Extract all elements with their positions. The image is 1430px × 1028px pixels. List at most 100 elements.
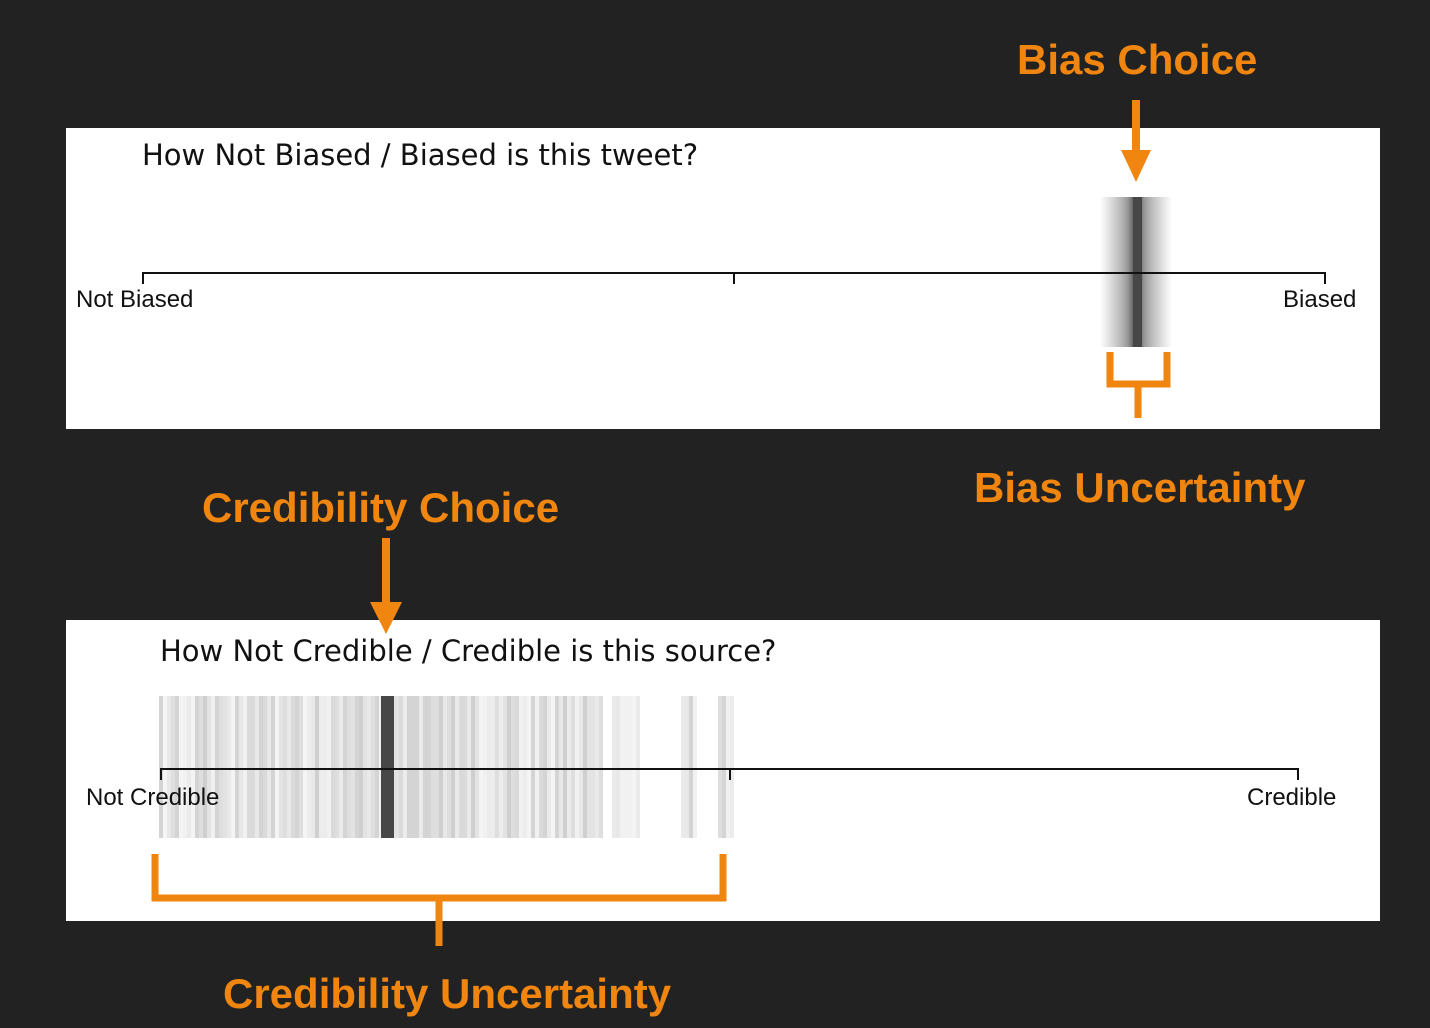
uncertainty-stripe (327, 696, 331, 838)
bias-rating-panel: How Not Biased / Biased is this tweet? N… (66, 128, 1380, 429)
uncertainty-stripe (339, 696, 343, 838)
uncertainty-stripe (471, 696, 475, 838)
uncertainty-stripe (347, 696, 351, 838)
uncertainty-stripe (407, 696, 411, 838)
uncertainty-stripe (632, 696, 636, 838)
uncertainty-stripe (195, 696, 199, 838)
uncertainty-stripe (483, 696, 487, 838)
uncertainty-stripe (459, 696, 463, 838)
uncertainty-stripe (203, 696, 207, 838)
uncertainty-stripe (599, 696, 603, 838)
uncertainty-stripe (543, 696, 547, 838)
credibility-choice-marker[interactable] (381, 696, 394, 838)
bias-question: How Not Biased / Biased is this tweet? (142, 138, 699, 172)
bias-right-label: Biased (1283, 286, 1357, 313)
uncertainty-stripe (331, 696, 335, 838)
uncertainty-stripe (355, 696, 359, 838)
uncertainty-stripe (291, 696, 295, 838)
credibility-uncertainty-band (159, 696, 734, 838)
uncertainty-stripe (211, 696, 215, 838)
uncertainty-stripe (511, 696, 515, 838)
uncertainty-stripe (495, 696, 499, 838)
uncertainty-stripe (583, 696, 587, 838)
bias-scale[interactable] (66, 128, 1380, 429)
uncertainty-stripe (179, 696, 183, 838)
uncertainty-stripe (191, 696, 195, 838)
uncertainty-stripe (587, 696, 591, 838)
credibility-left-label: Not Credible (86, 784, 220, 811)
uncertainty-stripe (539, 696, 543, 838)
uncertainty-stripe (612, 696, 616, 838)
uncertainty-stripe (375, 696, 379, 838)
uncertainty-stripe (479, 696, 483, 838)
uncertainty-stripe (219, 696, 223, 838)
uncertainty-stripe (451, 696, 455, 838)
uncertainty-stripe (223, 696, 227, 838)
uncertainty-stripe (515, 696, 519, 838)
uncertainty-stripe (423, 696, 427, 838)
uncertainty-stripe (159, 696, 163, 838)
uncertainty-stripe (303, 696, 307, 838)
uncertainty-stripe (311, 696, 315, 838)
uncertainty-stripe (616, 696, 620, 838)
uncertainty-stripe (722, 696, 726, 838)
uncertainty-stripe (187, 696, 191, 838)
uncertainty-stripe (227, 696, 231, 838)
uncertainty-stripe (435, 696, 439, 838)
uncertainty-stripe (535, 696, 539, 838)
uncertainty-stripe (551, 696, 555, 838)
uncertainty-stripe (718, 696, 722, 838)
credibility-choice-label: Credibility Choice (202, 484, 560, 531)
uncertainty-stripe (335, 696, 339, 838)
bias-left-label: Not Biased (76, 286, 194, 313)
uncertainty-stripe (247, 696, 251, 838)
uncertainty-stripe (171, 696, 175, 838)
uncertainty-stripe (443, 696, 447, 838)
uncertainty-stripe (263, 696, 267, 838)
uncertainty-stripe (239, 696, 243, 838)
uncertainty-stripe (595, 696, 599, 838)
bias-uncertainty-label: Bias Uncertainty (974, 464, 1306, 511)
uncertainty-stripe (628, 696, 632, 838)
uncertainty-stripe (559, 696, 563, 838)
uncertainty-stripe (681, 696, 685, 838)
uncertainty-stripe (207, 696, 211, 838)
uncertainty-stripe (624, 696, 628, 838)
uncertainty-stripe (726, 696, 730, 838)
uncertainty-stripe (275, 696, 279, 838)
uncertainty-stripe (463, 696, 467, 838)
credibility-uncertainty-label: Credibility Uncertainty (223, 970, 672, 1017)
uncertainty-stripe (431, 696, 435, 838)
uncertainty-stripe (359, 696, 363, 838)
uncertainty-stripe (531, 696, 535, 838)
uncertainty-stripe (371, 696, 375, 838)
uncertainty-stripe (567, 696, 571, 838)
uncertainty-stripe (175, 696, 179, 838)
credibility-question: How Not Credible / Credible is this sour… (160, 634, 777, 668)
uncertainty-stripe (367, 696, 371, 838)
uncertainty-stripe (299, 696, 303, 838)
uncertainty-stripe (455, 696, 459, 838)
uncertainty-stripe (295, 696, 299, 838)
uncertainty-stripe (243, 696, 247, 838)
uncertainty-stripe (499, 696, 503, 838)
uncertainty-stripe (447, 696, 451, 838)
uncertainty-stripe (199, 696, 203, 838)
uncertainty-stripe (235, 696, 239, 838)
uncertainty-stripe (555, 696, 559, 838)
uncertainty-stripe (475, 696, 479, 838)
uncertainty-stripe (259, 696, 263, 838)
uncertainty-stripe (527, 696, 531, 838)
uncertainty-stripe (507, 696, 511, 838)
uncertainty-stripe (467, 696, 471, 838)
uncertainty-stripe (283, 696, 287, 838)
uncertainty-stripe (439, 696, 443, 838)
uncertainty-stripe (287, 696, 291, 838)
uncertainty-stripe (231, 696, 235, 838)
uncertainty-stripe (183, 696, 187, 838)
uncertainty-stripe (547, 696, 551, 838)
uncertainty-stripe (351, 696, 355, 838)
uncertainty-stripe (399, 696, 403, 838)
credibility-scale[interactable] (66, 620, 1380, 921)
uncertainty-stripe (730, 696, 734, 838)
